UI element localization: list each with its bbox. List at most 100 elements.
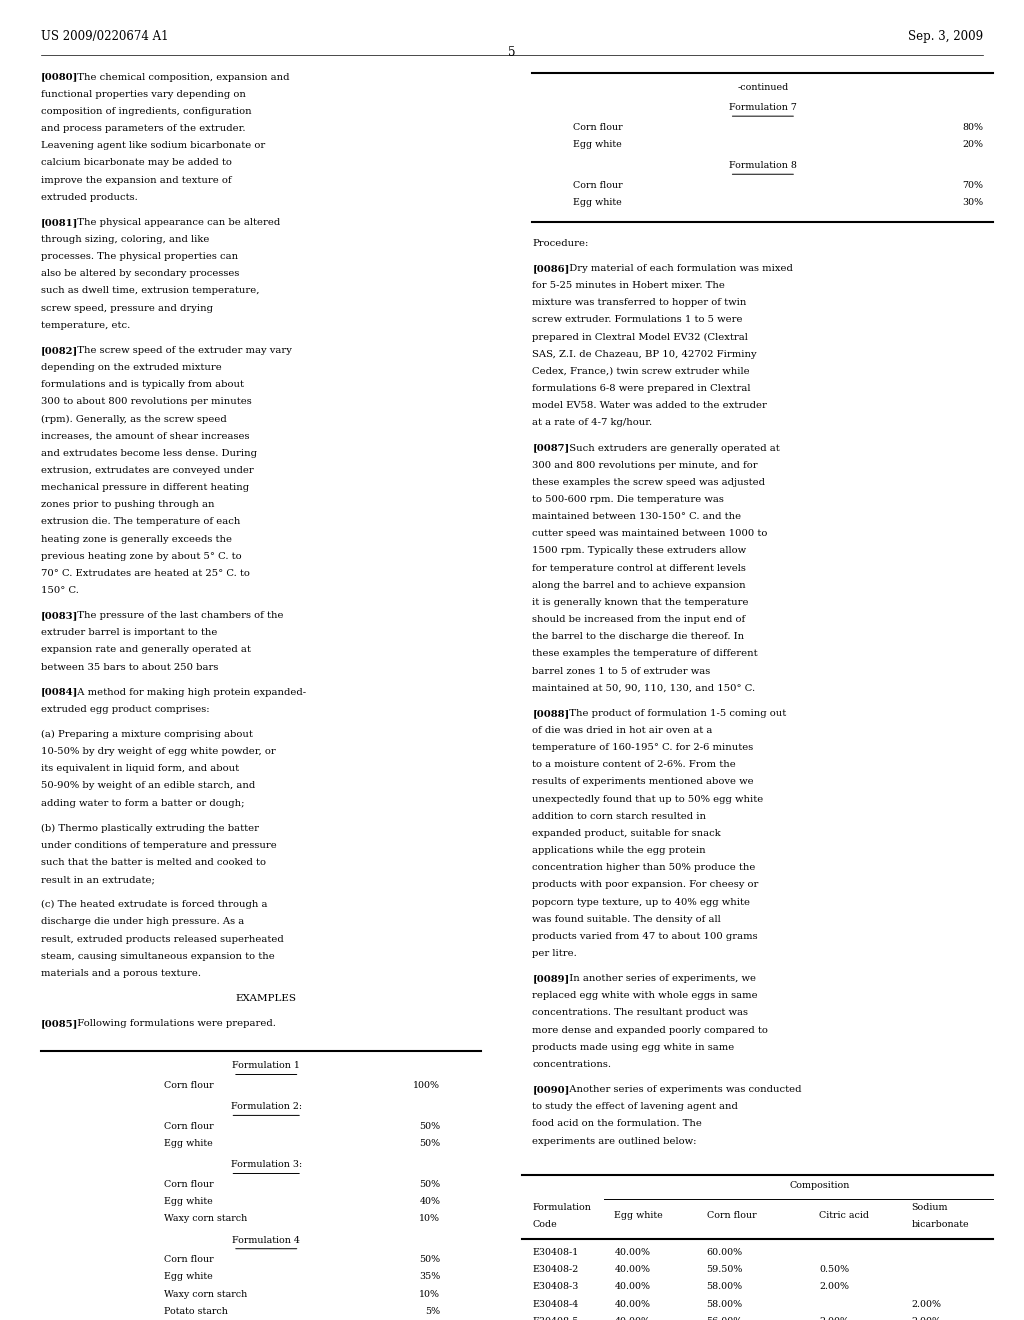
Text: 300 and 800 revolutions per minute, and for: 300 and 800 revolutions per minute, and … [532, 461, 758, 470]
Text: formulations and is typically from about: formulations and is typically from about [41, 380, 244, 389]
Text: concentration higher than 50% produce the: concentration higher than 50% produce th… [532, 863, 756, 873]
Text: processes. The physical properties can: processes. The physical properties can [41, 252, 239, 261]
Text: -continued: -continued [737, 83, 788, 92]
Text: concentrations. The resultant product was: concentrations. The resultant product wa… [532, 1008, 749, 1018]
Text: mechanical pressure in different heating: mechanical pressure in different heating [41, 483, 249, 492]
Text: 2.00%: 2.00% [911, 1317, 941, 1320]
Text: extrusion die. The temperature of each: extrusion die. The temperature of each [41, 517, 241, 527]
Text: Sodium: Sodium [911, 1203, 948, 1212]
Text: (c) The heated extrudate is forced through a: (c) The heated extrudate is forced throu… [41, 900, 267, 909]
Text: 58.00%: 58.00% [707, 1283, 742, 1291]
Text: The product of formulation 1-5 coming out: The product of formulation 1-5 coming ou… [562, 709, 785, 718]
Text: Another series of experiments was conducted: Another series of experiments was conduc… [562, 1085, 801, 1094]
Text: increases, the amount of shear increases: increases, the amount of shear increases [41, 432, 250, 441]
Text: results of experiments mentioned above we: results of experiments mentioned above w… [532, 777, 754, 787]
Text: 40.00%: 40.00% [614, 1300, 650, 1308]
Text: Formulation: Formulation [532, 1203, 591, 1212]
Text: Formulation 8: Formulation 8 [729, 161, 797, 170]
Text: 50%: 50% [419, 1139, 440, 1148]
Text: mixture was transferred to hopper of twin: mixture was transferred to hopper of twi… [532, 298, 746, 308]
Text: 40.00%: 40.00% [614, 1283, 650, 1291]
Text: Formulation 3:: Formulation 3: [230, 1160, 302, 1170]
Text: 20%: 20% [962, 140, 983, 149]
Text: Egg white: Egg white [164, 1139, 213, 1148]
Text: concentrations.: concentrations. [532, 1060, 611, 1069]
Text: unexpectedly found that up to 50% egg white: unexpectedly found that up to 50% egg wh… [532, 795, 764, 804]
Text: model EV58. Water was added to the extruder: model EV58. Water was added to the extru… [532, 401, 767, 411]
Text: per litre.: per litre. [532, 949, 578, 958]
Text: adding water to form a batter or dough;: adding water to form a batter or dough; [41, 799, 245, 808]
Text: Egg white: Egg white [164, 1197, 213, 1206]
Text: A method for making high protein expanded-: A method for making high protein expande… [71, 688, 306, 697]
Text: and process parameters of the extruder.: and process parameters of the extruder. [41, 124, 246, 133]
Text: Corn flour: Corn flour [164, 1081, 213, 1090]
Text: temperature of 160-195° C. for 2-6 minutes: temperature of 160-195° C. for 2-6 minut… [532, 743, 754, 752]
Text: under conditions of temperature and pressure: under conditions of temperature and pres… [41, 841, 276, 850]
Text: Following formulations were prepared.: Following formulations were prepared. [71, 1019, 275, 1028]
Text: the barrel to the discharge die thereof. In: the barrel to the discharge die thereof.… [532, 632, 744, 642]
Text: replaced egg white with whole eggs in same: replaced egg white with whole eggs in sa… [532, 991, 758, 1001]
Text: such that the batter is melted and cooked to: such that the batter is melted and cooke… [41, 858, 266, 867]
Text: 5: 5 [508, 46, 516, 59]
Text: expanded product, suitable for snack: expanded product, suitable for snack [532, 829, 721, 838]
Text: 150° C.: 150° C. [41, 586, 79, 595]
Text: its equivalent in liquid form, and about: its equivalent in liquid form, and about [41, 764, 239, 774]
Text: zones prior to pushing through an: zones prior to pushing through an [41, 500, 214, 510]
Text: 40%: 40% [419, 1197, 440, 1206]
Text: depending on the extruded mixture: depending on the extruded mixture [41, 363, 222, 372]
Text: 70° C. Extrudates are heated at 25° C. to: 70° C. Extrudates are heated at 25° C. t… [41, 569, 250, 578]
Text: 1500 rpm. Typically these extruders allow: 1500 rpm. Typically these extruders allo… [532, 546, 746, 556]
Text: addition to corn starch resulted in: addition to corn starch resulted in [532, 812, 707, 821]
Text: maintained between 130-150° C. and the: maintained between 130-150° C. and the [532, 512, 741, 521]
Text: [0088]: [0088] [532, 709, 569, 718]
Text: calcium bicarbonate may be added to: calcium bicarbonate may be added to [41, 158, 231, 168]
Text: [0082]: [0082] [41, 346, 78, 355]
Text: cutter speed was maintained between 1000 to: cutter speed was maintained between 1000… [532, 529, 768, 539]
Text: formulations 6-8 were prepared in Clextral: formulations 6-8 were prepared in Clextr… [532, 384, 751, 393]
Text: screw extruder. Formulations 1 to 5 were: screw extruder. Formulations 1 to 5 were [532, 315, 743, 325]
Text: 2.00%: 2.00% [819, 1317, 849, 1320]
Text: between 35 bars to about 250 bars: between 35 bars to about 250 bars [41, 663, 218, 672]
Text: [0090]: [0090] [532, 1085, 569, 1094]
Text: popcorn type texture, up to 40% egg white: popcorn type texture, up to 40% egg whit… [532, 898, 751, 907]
Text: Corn flour: Corn flour [573, 123, 623, 132]
Text: barrel zones 1 to 5 of extruder was: barrel zones 1 to 5 of extruder was [532, 667, 711, 676]
Text: 30%: 30% [962, 198, 983, 207]
Text: Corn flour: Corn flour [164, 1180, 213, 1189]
Text: to a moisture content of 2-6%. From the: to a moisture content of 2-6%. From the [532, 760, 736, 770]
Text: [0083]: [0083] [41, 611, 78, 620]
Text: 56.00%: 56.00% [707, 1317, 742, 1320]
Text: through sizing, coloring, and like: through sizing, coloring, and like [41, 235, 209, 244]
Text: products with poor expansion. For cheesy or: products with poor expansion. For cheesy… [532, 880, 759, 890]
Text: (b) Thermo plastically extruding the batter: (b) Thermo plastically extruding the bat… [41, 824, 259, 833]
Text: 0.50%: 0.50% [819, 1266, 849, 1274]
Text: Formulation 7: Formulation 7 [729, 103, 797, 112]
Text: to 500-600 rpm. Die temperature was: to 500-600 rpm. Die temperature was [532, 495, 724, 504]
Text: Formulation 1: Formulation 1 [232, 1061, 300, 1071]
Text: Formulation 2:: Formulation 2: [230, 1102, 302, 1111]
Text: such as dwell time, extrusion temperature,: such as dwell time, extrusion temperatur… [41, 286, 259, 296]
Text: of die was dried in hot air oven at a: of die was dried in hot air oven at a [532, 726, 713, 735]
Text: SAS, Z.I. de Chazeau, BP 10, 42702 Firminy: SAS, Z.I. de Chazeau, BP 10, 42702 Firmi… [532, 350, 757, 359]
Text: 2.00%: 2.00% [911, 1300, 941, 1308]
Text: 80%: 80% [962, 123, 983, 132]
Text: 40.00%: 40.00% [614, 1249, 650, 1257]
Text: 300 to about 800 revolutions per minutes: 300 to about 800 revolutions per minutes [41, 397, 252, 407]
Text: expansion rate and generally operated at: expansion rate and generally operated at [41, 645, 251, 655]
Text: 60.00%: 60.00% [707, 1249, 742, 1257]
Text: 50%: 50% [419, 1122, 440, 1131]
Text: Composition: Composition [790, 1181, 849, 1191]
Text: at a rate of 4-7 kg/hour.: at a rate of 4-7 kg/hour. [532, 418, 652, 428]
Text: E30408-5: E30408-5 [532, 1317, 579, 1320]
Text: 50%: 50% [419, 1180, 440, 1189]
Text: composition of ingredients, configuration: composition of ingredients, configuratio… [41, 107, 252, 116]
Text: US 2009/0220674 A1: US 2009/0220674 A1 [41, 30, 169, 44]
Text: [0081]: [0081] [41, 218, 78, 227]
Text: Corn flour: Corn flour [164, 1255, 213, 1265]
Text: maintained at 50, 90, 110, 130, and 150° C.: maintained at 50, 90, 110, 130, and 150°… [532, 684, 756, 693]
Text: [0080]: [0080] [41, 73, 78, 82]
Text: 50%: 50% [419, 1255, 440, 1265]
Text: result in an extrudate;: result in an extrudate; [41, 875, 155, 884]
Text: The physical appearance can be altered: The physical appearance can be altered [71, 218, 281, 227]
Text: Cedex, France,) twin screw extruder while: Cedex, France,) twin screw extruder whil… [532, 367, 751, 376]
